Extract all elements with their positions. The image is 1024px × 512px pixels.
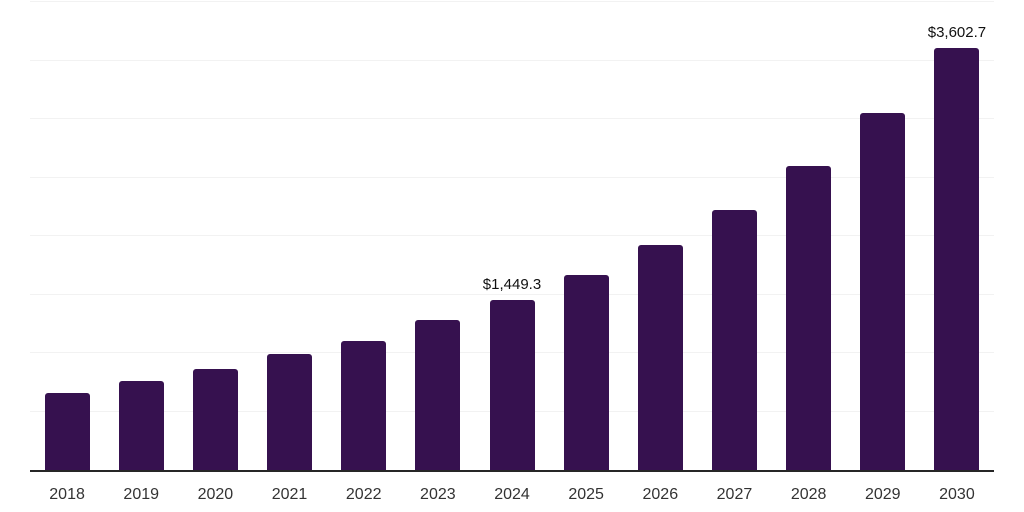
- x-tick-label-2021: 2021: [271, 486, 308, 503]
- bar-2018: [44, 392, 90, 470]
- bar-2022: [341, 340, 387, 470]
- x-tick-label-2030: 2030: [939, 486, 975, 503]
- x-axis: 2018 2019 2020 2021 2022 2023 2024 2025 2026 2027…: [30, 485, 994, 505]
- x-tick-label-2027: 2027: [716, 486, 753, 503]
- x-tick-label-2018: 2018: [49, 486, 85, 503]
- x-tick-label-2020: 2020: [197, 486, 234, 503]
- bar-2021: [267, 354, 313, 470]
- x-tick-label-2024: 2024: [494, 486, 530, 503]
- bar-2030: [934, 48, 980, 470]
- gridline-2000: [30, 235, 994, 236]
- x-tick-label-2029: 2029: [864, 486, 901, 503]
- bar-2029: [860, 112, 906, 470]
- bar-2028: [786, 166, 832, 470]
- gridline-4000: [30, 1, 994, 2]
- x-tick-label-2028: 2028: [790, 486, 827, 503]
- bar-2019: [118, 381, 164, 470]
- x-tick-label-2026: 2026: [642, 486, 679, 503]
- bar-2026: [637, 245, 683, 470]
- bar-2025: [563, 274, 609, 470]
- gridline-3000: [30, 118, 994, 119]
- plot-area: $1,449.3 $3,602.7: [30, 1, 994, 472]
- x-tick-label-2019: 2019: [123, 486, 160, 503]
- data-label-2030: $3,602.7: [927, 24, 987, 42]
- gridline-1500: [30, 293, 994, 295]
- bar-2024: [489, 300, 535, 470]
- x-tick-label-2023: 2023: [420, 486, 456, 503]
- data-label-2024: $1,449.3: [482, 276, 542, 294]
- bar-2020: [192, 369, 238, 470]
- bar-2027: [711, 210, 757, 470]
- gridline-2500: [30, 176, 994, 178]
- gridline-3500: [30, 59, 994, 61]
- bar-2023: [415, 320, 461, 470]
- x-tick-label-2025: 2025: [568, 486, 604, 503]
- x-tick-label-2022: 2022: [345, 486, 382, 503]
